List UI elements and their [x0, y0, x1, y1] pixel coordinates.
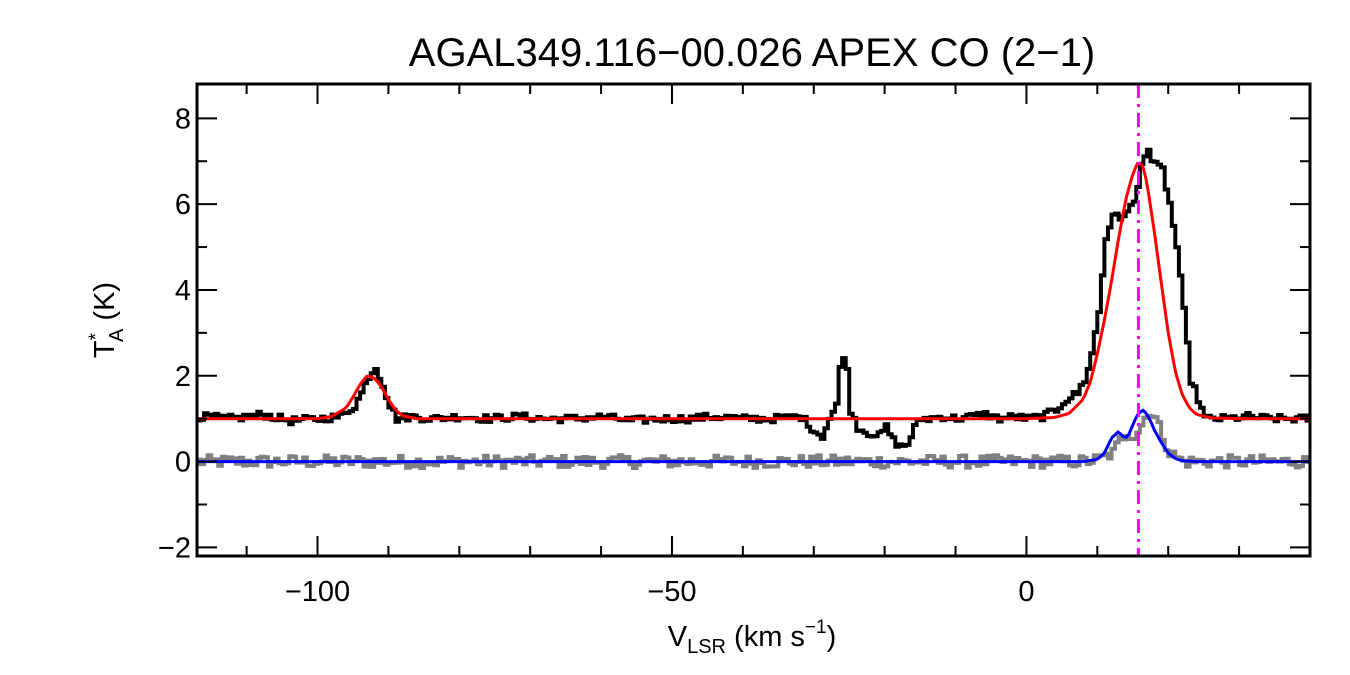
y-axis-label-unit: (K) — [89, 282, 121, 329]
x-axis-label-close: ) — [827, 621, 837, 653]
x-axis-label-sup: −1 — [805, 617, 827, 638]
y-axis-label: T*A (K) — [86, 282, 128, 358]
x-tick-label: −50 — [647, 576, 696, 608]
plot-area: −100 −50 0 −2 0 2 4 6 8 — [158, 82, 1312, 608]
series-observed-spectrum — [197, 147, 1310, 449]
x-tick-label: 0 — [1018, 576, 1034, 608]
plot-frame — [195, 82, 1312, 558]
y-tick-label: 6 — [175, 189, 191, 221]
y-tick-label: −2 — [158, 532, 191, 564]
series-fit-model-secondary — [197, 408, 1310, 464]
y-tick-label: 8 — [175, 103, 191, 135]
x-axis-label: VLSR (km s−1) — [668, 617, 837, 658]
x-tick-label: −100 — [285, 576, 350, 608]
series-fit-model — [197, 161, 1310, 421]
x-axis-label-unit: (km s — [726, 621, 805, 653]
y-axis-label-sub: A — [106, 328, 128, 342]
y-tick-label: 2 — [175, 361, 191, 393]
x-axis-label-main: V — [668, 621, 688, 653]
chart-title: AGAL349.116−00.026 APEX CO (2−1) — [409, 31, 1095, 75]
y-tick-label: 4 — [175, 275, 191, 307]
y-axis-label-main: T — [89, 340, 121, 358]
y-tick-label: 0 — [175, 447, 191, 479]
y-axis-label-sup: * — [86, 332, 107, 340]
x-axis-label-sub: LSR — [687, 636, 726, 658]
